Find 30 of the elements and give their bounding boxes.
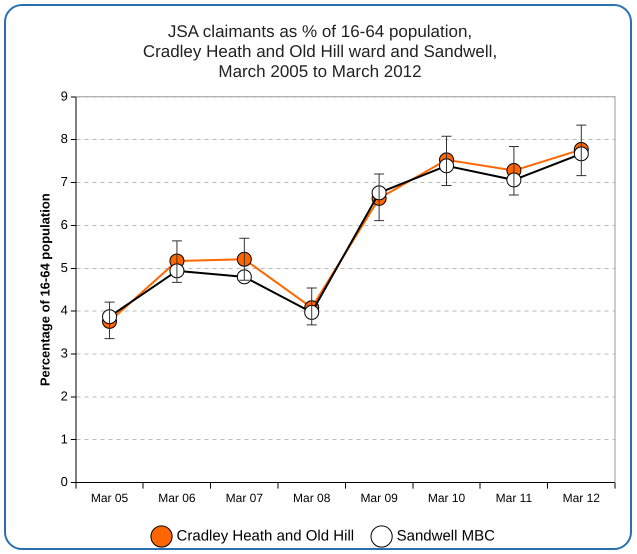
- y-tick-label: 8: [60, 131, 68, 146]
- legend-label: Sandwell MBC: [396, 528, 496, 545]
- chart-title: JSA claimants as % of 16-64 population, Cradley Heath and Old Hill ward and Sandwell, March 2005 to March 2012: [142, 22, 498, 82]
- x-tick-label: Mar 07: [226, 491, 264, 506]
- legend-label: Cradley Heath and Old Hill: [176, 528, 354, 545]
- point: [574, 146, 589, 162]
- point: [102, 309, 118, 324]
- y-tick-label: 5: [60, 260, 68, 275]
- x-tick-label: Mar 10: [428, 491, 466, 506]
- point: [506, 172, 522, 188]
- x-tick-label: Mar 09: [360, 491, 398, 506]
- y-tick-label: 4: [60, 302, 68, 318]
- x-tick-label: Mar 08: [293, 491, 331, 506]
- point: [439, 158, 454, 174]
- point: [372, 185, 387, 200]
- point: [304, 304, 320, 320]
- point: [169, 263, 184, 278]
- x-tick-label: Mar 05: [90, 491, 129, 506]
- y-tick-label: 0: [60, 474, 68, 490]
- y-tick-label: 3: [60, 346, 68, 361]
- point: [236, 252, 252, 267]
- y-tick-label: 9: [60, 88, 68, 104]
- y-tick-label: 1: [60, 431, 68, 446]
- y-tick-label: 7: [60, 174, 68, 190]
- x-tick-label: Mar 06: [158, 491, 196, 506]
- y-axis-title: Percentage of 16-64 population: [37, 193, 52, 386]
- x-tick-label: Mar 11: [496, 491, 532, 506]
- x-tick-label: Mar 12: [562, 491, 600, 506]
- y-tick-label: 2: [60, 388, 68, 404]
- y-tick-label: 6: [60, 216, 68, 232]
